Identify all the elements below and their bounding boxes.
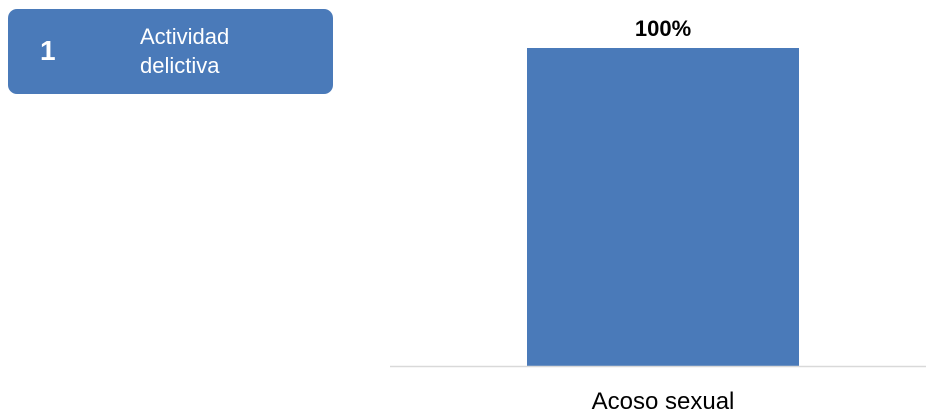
bar-0 (527, 48, 799, 366)
badge-number: 1 (40, 35, 56, 66)
bars-layer (527, 48, 799, 366)
tick-label-0: Acoso sexual (592, 388, 735, 410)
data-label-0: 100% (635, 16, 691, 41)
section-badge: 1 Actividad delictiva (8, 9, 333, 94)
badge-label: Actividad delictiva (140, 24, 230, 78)
labels-layer: 100% Acoso sexual (592, 16, 735, 410)
